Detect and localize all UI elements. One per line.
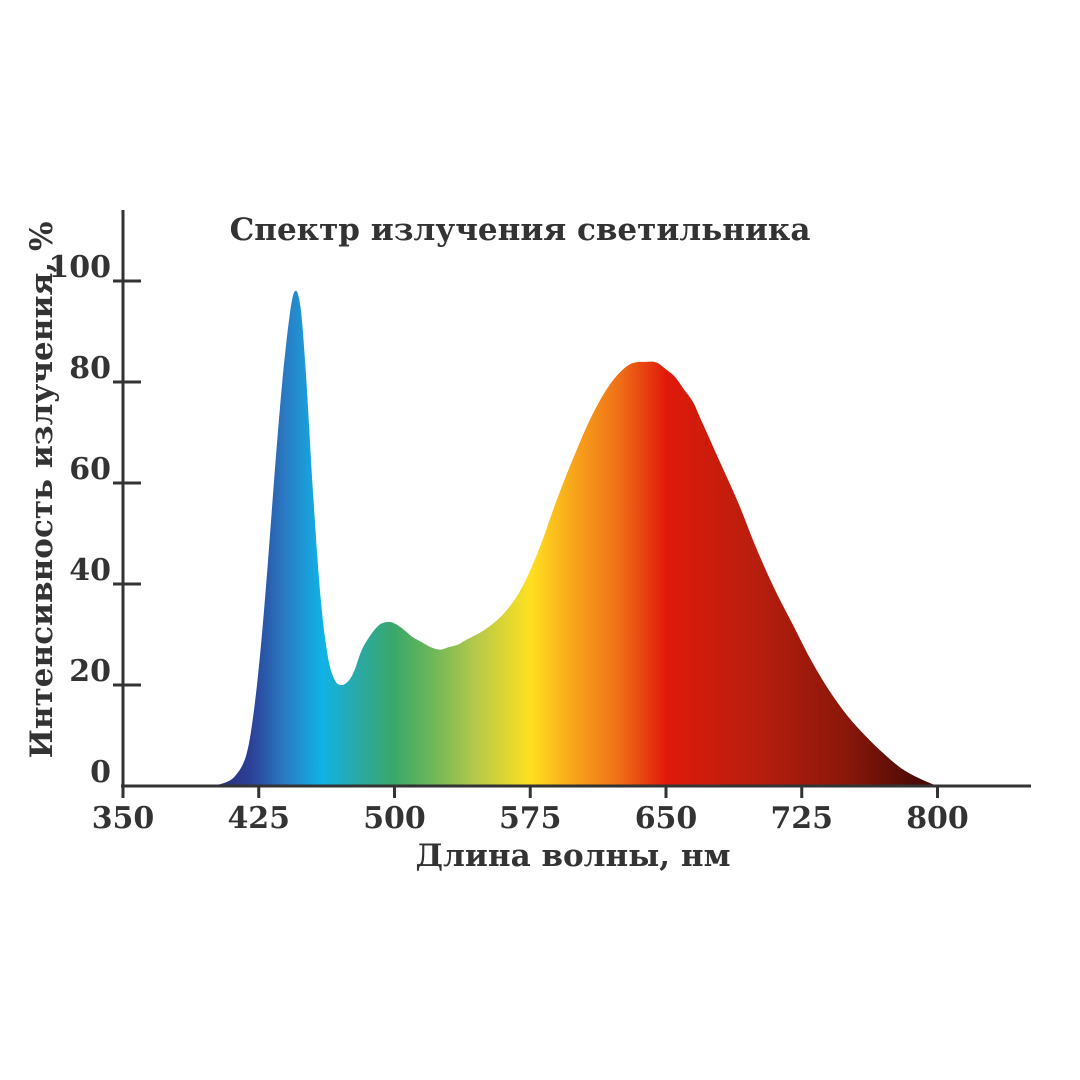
y-tick-label: 80 xyxy=(69,351,111,386)
y-axis-label: Интенсивность излучения, % xyxy=(24,222,60,759)
x-tick-label: 500 xyxy=(363,801,426,836)
x-tick-label: 725 xyxy=(770,801,833,836)
x-tick-label: 800 xyxy=(906,801,969,836)
y-tick-label: 20 xyxy=(69,654,111,689)
x-axis-label: Длина волны, нм xyxy=(415,838,730,874)
x-tick-label: 350 xyxy=(92,801,155,836)
y-tick-label: 100 xyxy=(48,250,111,285)
spectrum-area xyxy=(204,290,943,786)
y-tick-label: 40 xyxy=(69,553,111,588)
y-tick-label: 0 xyxy=(90,755,111,790)
axis-ticks: 350 425 500 575 650 725 800 0 20 40 60 80 100 xyxy=(48,250,968,836)
x-tick-label: 650 xyxy=(635,801,698,836)
x-tick-label: 575 xyxy=(499,801,562,836)
chart-title: Спектр излучения светильника xyxy=(230,212,811,248)
y-tick-label: 60 xyxy=(69,452,111,487)
x-tick-label: 425 xyxy=(227,801,290,836)
